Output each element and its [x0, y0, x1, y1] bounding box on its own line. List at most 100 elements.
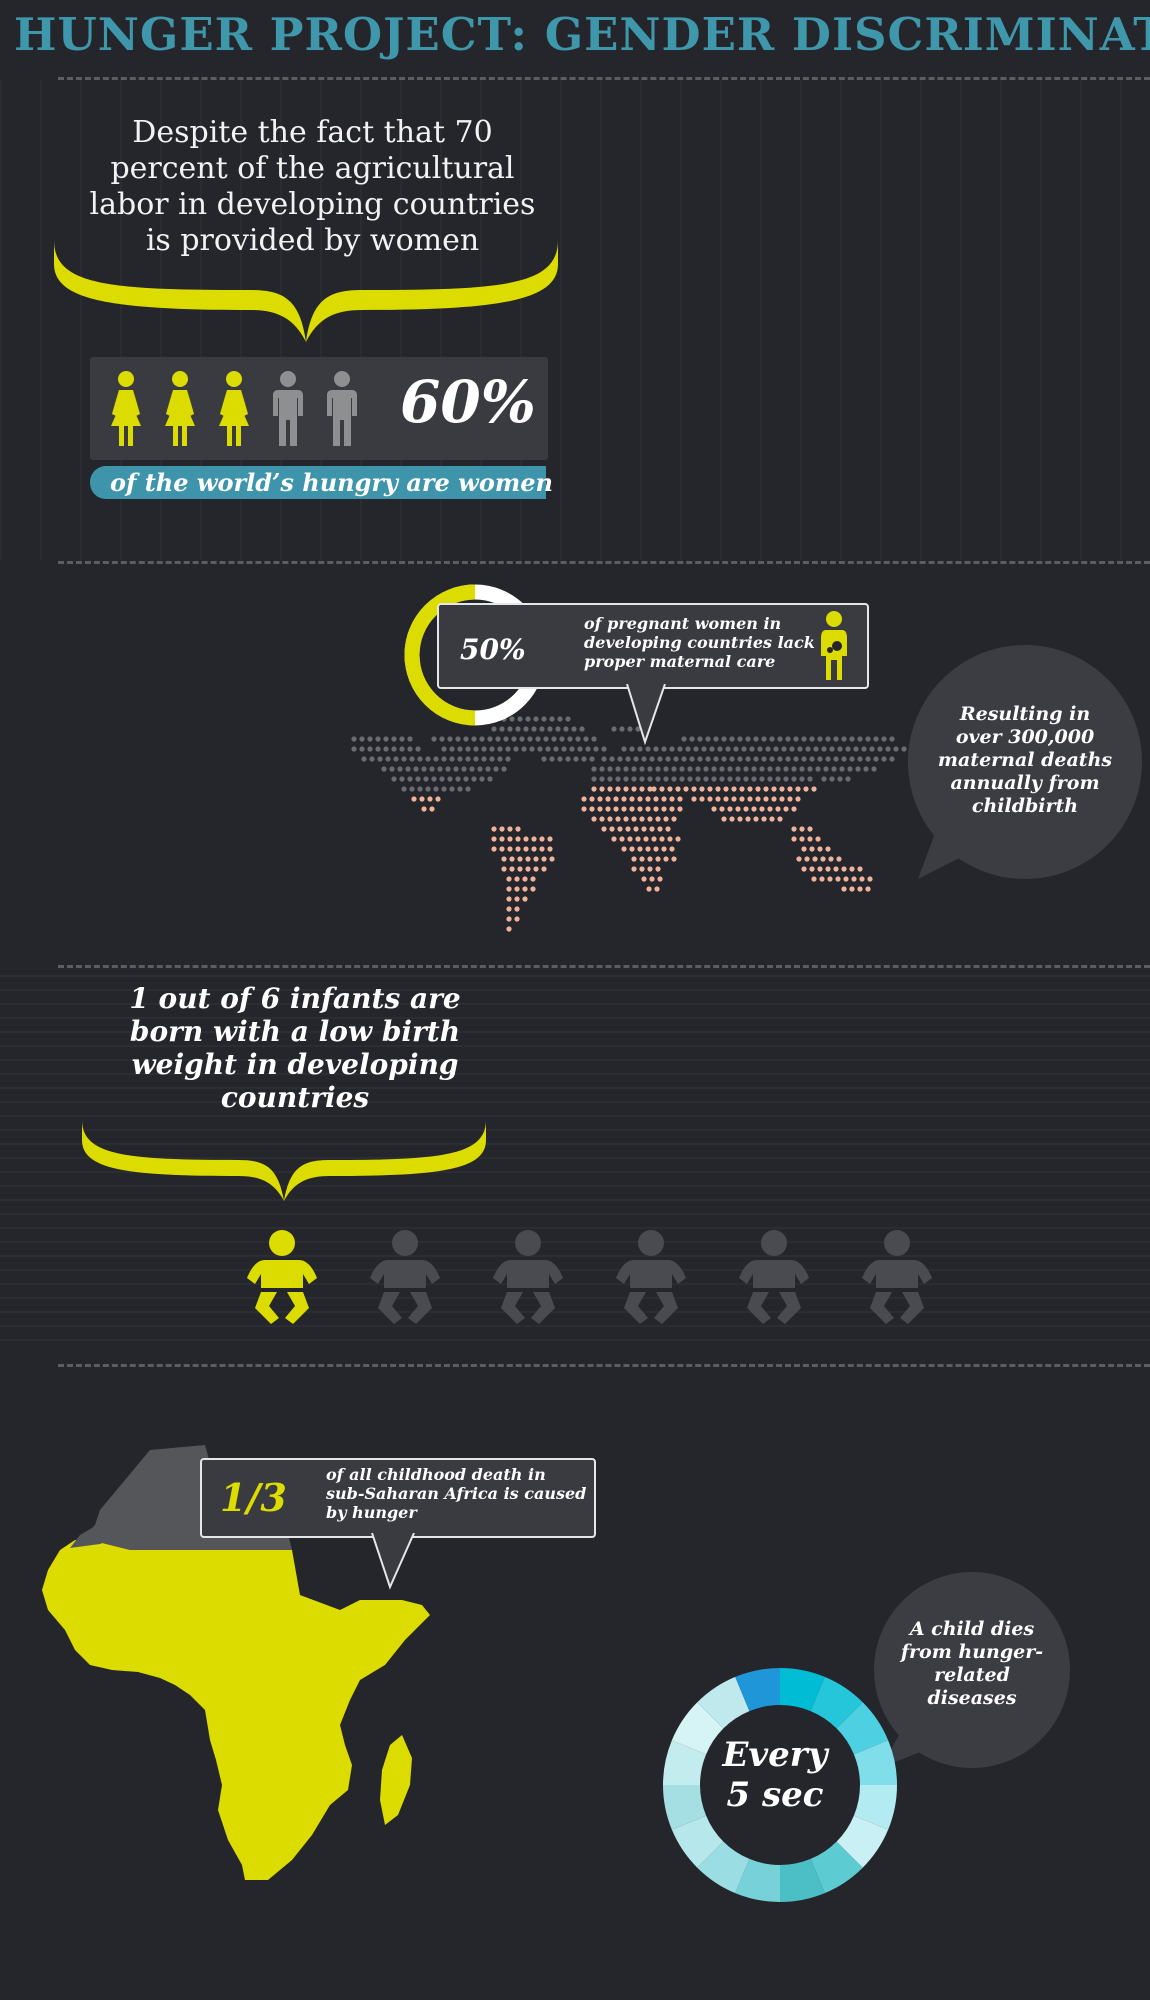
- map-dot: [839, 766, 845, 772]
- map-dot: [863, 766, 869, 772]
- map-dot: [849, 736, 855, 742]
- map-dot: [419, 796, 425, 802]
- map-dot: [657, 756, 663, 762]
- map-dot: [739, 786, 745, 792]
- map-dot: [629, 796, 635, 802]
- childhood-death-callout: [200, 1458, 596, 1538]
- map-dot: [675, 786, 681, 792]
- map-dot: [735, 766, 741, 772]
- map-dot: [541, 756, 547, 762]
- map-dot: [615, 816, 621, 822]
- map-dot: [359, 736, 365, 742]
- map-dot: [465, 756, 471, 762]
- map-dot: [677, 796, 683, 802]
- map-dot: [843, 876, 849, 882]
- map-dot: [455, 736, 461, 742]
- map-dot: [807, 776, 813, 782]
- infant-icon: [247, 1230, 317, 1324]
- map-dot: [539, 726, 545, 732]
- map-dot: [471, 736, 477, 742]
- map-dot: [605, 796, 611, 802]
- map-dot: [671, 776, 677, 782]
- map-dot: [781, 746, 787, 752]
- map-dot: [531, 836, 537, 842]
- map-dot: [697, 756, 703, 762]
- map-dot: [383, 746, 389, 752]
- map-dot: [514, 876, 520, 882]
- map-dot: [367, 746, 373, 752]
- map-dot: [820, 856, 826, 862]
- map-dot: [631, 816, 637, 822]
- map-dot: [799, 766, 805, 772]
- map-dot: [759, 776, 765, 782]
- map-dot: [645, 846, 651, 852]
- map-dot: [517, 716, 523, 722]
- map-dot: [457, 786, 463, 792]
- map-dot: [583, 736, 589, 742]
- map-dot: [631, 866, 637, 872]
- map-dot: [661, 806, 667, 812]
- map-dot: [673, 756, 679, 762]
- map-dot: [661, 796, 667, 802]
- map-dot: [791, 766, 797, 772]
- map-dot: [429, 766, 435, 772]
- map-dot: [813, 746, 819, 752]
- map-dot: [545, 746, 551, 752]
- map-dot: [721, 816, 727, 822]
- map-dot: [549, 756, 555, 762]
- map-dot: [677, 746, 683, 752]
- male-icon: [273, 371, 303, 446]
- map-dot: [629, 846, 635, 852]
- map-dot: [703, 766, 709, 772]
- map-dot: [645, 806, 651, 812]
- map-dot: [831, 766, 837, 772]
- maternal-deaths-text: Resulting in over 300,000 maternal death…: [937, 703, 1113, 817]
- map-dot: [731, 786, 737, 792]
- map-dot: [729, 816, 735, 822]
- madagascar-region: [380, 1735, 412, 1825]
- map-dot: [669, 806, 675, 812]
- map-dot: [769, 756, 775, 762]
- map-dot: [857, 756, 863, 762]
- map-dot: [625, 826, 631, 832]
- map-dot: [711, 776, 717, 782]
- map-dot: [669, 746, 675, 752]
- map-dot: [836, 856, 842, 862]
- map-dot: [506, 916, 512, 922]
- sub-saharan-region: [42, 1540, 430, 1880]
- map-dot: [641, 876, 647, 882]
- map-dot: [437, 766, 443, 772]
- map-dot: [599, 786, 605, 792]
- map-dot: [447, 776, 453, 782]
- map-dot: [817, 846, 823, 852]
- map-dot: [737, 736, 743, 742]
- map-dot: [417, 786, 423, 792]
- map-dot: [579, 726, 585, 732]
- map-dot: [599, 766, 605, 772]
- map-dot: [514, 916, 520, 922]
- map-dot: [455, 776, 461, 782]
- map-dot: [699, 796, 705, 802]
- map-dot: [753, 736, 759, 742]
- map-dot: [753, 756, 759, 762]
- map-dot: [411, 796, 417, 802]
- map-dot: [407, 746, 413, 752]
- map-dot: [479, 736, 485, 742]
- map-dot: [745, 756, 751, 762]
- map-dot: [643, 836, 649, 842]
- map-dot: [485, 766, 491, 772]
- ring-segment: [663, 1785, 707, 1830]
- infant-icon: [493, 1230, 563, 1324]
- map-dot: [779, 786, 785, 792]
- map-dot: [505, 756, 511, 762]
- map-dot: [721, 736, 727, 742]
- map-dot: [667, 786, 673, 792]
- section-divider: [58, 561, 1150, 564]
- map-dot: [581, 806, 587, 812]
- map-dot: [735, 806, 741, 812]
- map-dot: [713, 756, 719, 762]
- map-dot: [469, 766, 475, 772]
- map-dot: [893, 746, 899, 752]
- map-dot: [765, 746, 771, 752]
- map-dot: [565, 716, 571, 722]
